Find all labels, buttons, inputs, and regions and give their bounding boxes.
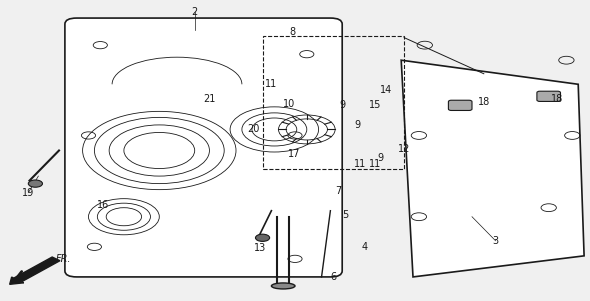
FancyBboxPatch shape — [537, 91, 560, 101]
Text: 9: 9 — [354, 120, 360, 130]
Polygon shape — [401, 60, 584, 277]
Text: 9: 9 — [378, 153, 384, 163]
Text: 16: 16 — [97, 200, 109, 210]
Text: 12: 12 — [398, 144, 410, 154]
Text: 11: 11 — [266, 79, 277, 89]
Text: 10: 10 — [283, 99, 295, 109]
Text: 9: 9 — [339, 100, 345, 110]
Text: 7: 7 — [336, 186, 342, 196]
FancyBboxPatch shape — [65, 18, 342, 277]
Text: FR.: FR. — [56, 254, 71, 264]
FancyBboxPatch shape — [448, 100, 472, 110]
Bar — [263, 36, 404, 169]
Text: 17: 17 — [288, 148, 300, 159]
Text: 13: 13 — [254, 243, 266, 253]
Text: 8: 8 — [289, 26, 295, 37]
Text: 2: 2 — [192, 7, 198, 17]
Text: 18: 18 — [552, 94, 563, 104]
Circle shape — [255, 234, 270, 241]
Text: 14: 14 — [381, 85, 392, 95]
Text: 5: 5 — [342, 210, 348, 220]
FancyArrow shape — [9, 257, 60, 284]
Text: 18: 18 — [478, 97, 490, 107]
Text: 11: 11 — [354, 159, 366, 169]
Text: 19: 19 — [22, 188, 34, 198]
Ellipse shape — [271, 283, 295, 289]
Text: 6: 6 — [330, 272, 336, 282]
Text: 3: 3 — [493, 236, 499, 246]
Text: 15: 15 — [369, 100, 381, 110]
Text: 20: 20 — [248, 124, 260, 135]
Text: 21: 21 — [204, 94, 215, 104]
Text: 11: 11 — [369, 159, 381, 169]
Text: 4: 4 — [362, 242, 368, 252]
Circle shape — [28, 180, 42, 187]
